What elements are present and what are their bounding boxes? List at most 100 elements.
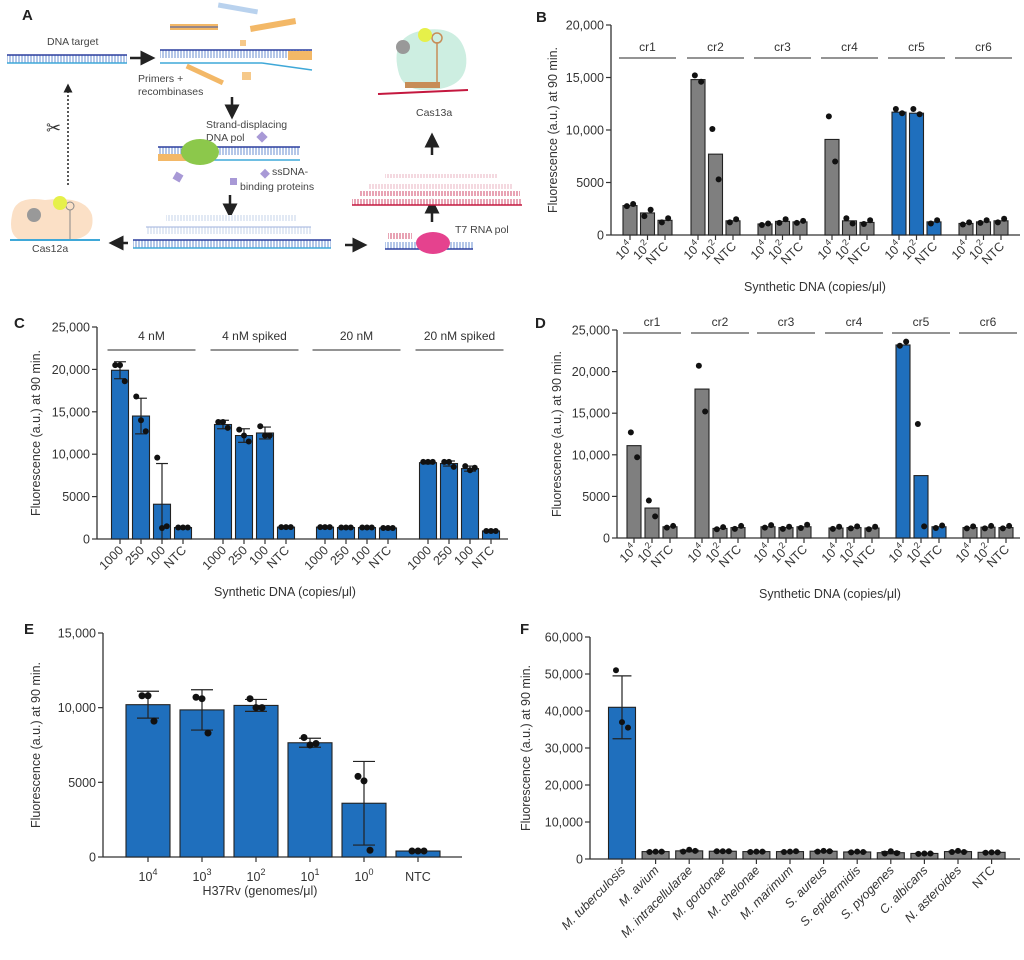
tick-label-exponent: 4 xyxy=(759,540,770,551)
data-point xyxy=(865,526,872,533)
y-tick-label: 5000 xyxy=(576,176,604,190)
tick-label-exponent: 2 xyxy=(974,237,985,248)
y-tick-label: 20,000 xyxy=(52,363,90,377)
data-point xyxy=(786,523,793,530)
data-point xyxy=(665,215,672,222)
x-axis-label: Synthetic DNA (copies/μl) xyxy=(214,585,356,599)
data-point xyxy=(658,848,665,855)
y-tick-label: 20,000 xyxy=(566,19,604,33)
data-point xyxy=(133,393,140,400)
data-point xyxy=(686,846,693,853)
tick-label-exponent: 4 xyxy=(823,237,834,248)
x-tick-label: 250 xyxy=(122,543,147,568)
amplified-dna-stack xyxy=(133,215,331,249)
fluorophore-icon xyxy=(418,28,432,42)
pol-label-2: DNA pol xyxy=(206,132,245,144)
panel-a-diagram: A DNA target Primers + recombinases Stra… xyxy=(7,2,522,255)
data-point xyxy=(867,217,874,224)
data-point xyxy=(843,215,850,222)
ssb-label-2: binding proteins xyxy=(240,181,314,193)
panel-letter: E xyxy=(24,621,34,638)
group-label: cr5 xyxy=(908,40,925,54)
y-axis-label: Fluorescence (a.u.) at 90 min. xyxy=(29,350,43,516)
tick-label-exponent: 4 xyxy=(957,237,968,248)
y-tick-label: 0 xyxy=(83,533,90,547)
y-tick-label: 20,000 xyxy=(572,365,610,379)
cas13a-label: Cas13a xyxy=(416,107,452,119)
y-tick-label: 30,000 xyxy=(545,742,583,756)
data-point xyxy=(982,849,989,856)
data-point xyxy=(691,72,698,79)
data-point xyxy=(719,848,726,855)
data-point xyxy=(921,850,928,857)
data-point xyxy=(354,772,362,780)
t7-pol-icon xyxy=(416,232,450,254)
data-point xyxy=(881,850,888,857)
data-point xyxy=(872,523,879,530)
tick-label-text: 10 xyxy=(139,870,153,884)
data-point xyxy=(204,729,212,737)
group-label: cr4 xyxy=(841,40,858,54)
tick-label-text: NTC xyxy=(161,543,189,571)
data-point xyxy=(359,524,366,531)
data-point xyxy=(154,454,161,461)
data-point xyxy=(896,342,903,349)
data-point xyxy=(112,362,119,369)
cas12a-complex xyxy=(10,196,100,241)
tick-label-exponent: 4 xyxy=(689,237,700,248)
data-point xyxy=(224,424,231,431)
group-label: 20 nM xyxy=(340,329,373,343)
chart-panel-c: C 0 5000 10,000 15,000 20,000 25,000 Fluorescen… xyxy=(14,315,508,599)
data-point xyxy=(988,522,995,529)
data-point xyxy=(180,524,186,531)
data-point xyxy=(241,432,247,439)
group-label: 4 nM xyxy=(138,329,165,343)
fluorophore-icon xyxy=(53,196,67,210)
panel-letter: C xyxy=(14,315,25,332)
bar xyxy=(233,704,279,858)
data-point xyxy=(252,704,260,712)
y-tick-label: 10,000 xyxy=(52,448,90,462)
tick-label-exponent: 2 xyxy=(711,540,722,551)
data-point xyxy=(961,848,967,855)
group-label: cr1 xyxy=(644,315,661,329)
data-point xyxy=(175,524,182,531)
tick-label-exponent: 4 xyxy=(625,540,636,551)
y-tick-label: 15,000 xyxy=(58,627,96,641)
y-tick-label: 50,000 xyxy=(545,668,583,682)
panel-letter: B xyxy=(536,9,547,26)
primers-label-1: Primers + xyxy=(138,73,183,85)
data-point xyxy=(670,522,677,529)
data-point xyxy=(1001,215,1008,222)
data-point xyxy=(832,158,839,165)
data-point xyxy=(623,203,630,210)
data-point xyxy=(652,513,659,520)
data-point xyxy=(326,524,333,531)
data-point xyxy=(138,692,146,700)
data-point xyxy=(343,524,349,531)
data-point xyxy=(634,454,641,461)
data-point xyxy=(994,219,1001,226)
data-point xyxy=(630,201,637,208)
chart-panel-e: E 0 5000 10,000 15,000 Fluorescence (a.u.) at… xyxy=(24,621,462,898)
data-point xyxy=(257,423,264,430)
data-point xyxy=(198,695,206,703)
data-point xyxy=(483,527,490,534)
data-point xyxy=(184,524,191,531)
data-point xyxy=(647,206,654,213)
data-point xyxy=(793,848,799,855)
bar xyxy=(690,79,706,236)
x-tick-label: 103 xyxy=(193,867,212,884)
dna-pol-icon xyxy=(181,139,219,165)
data-point xyxy=(163,523,170,530)
t7-label: T7 RNA pol xyxy=(455,224,509,236)
y-tick-label: 25,000 xyxy=(572,324,610,338)
data-point xyxy=(720,524,727,531)
tick-label-exponent: 4 xyxy=(152,867,157,877)
data-point xyxy=(613,667,619,674)
y-tick-label: 25,000 xyxy=(52,321,90,335)
data-point xyxy=(713,848,720,855)
